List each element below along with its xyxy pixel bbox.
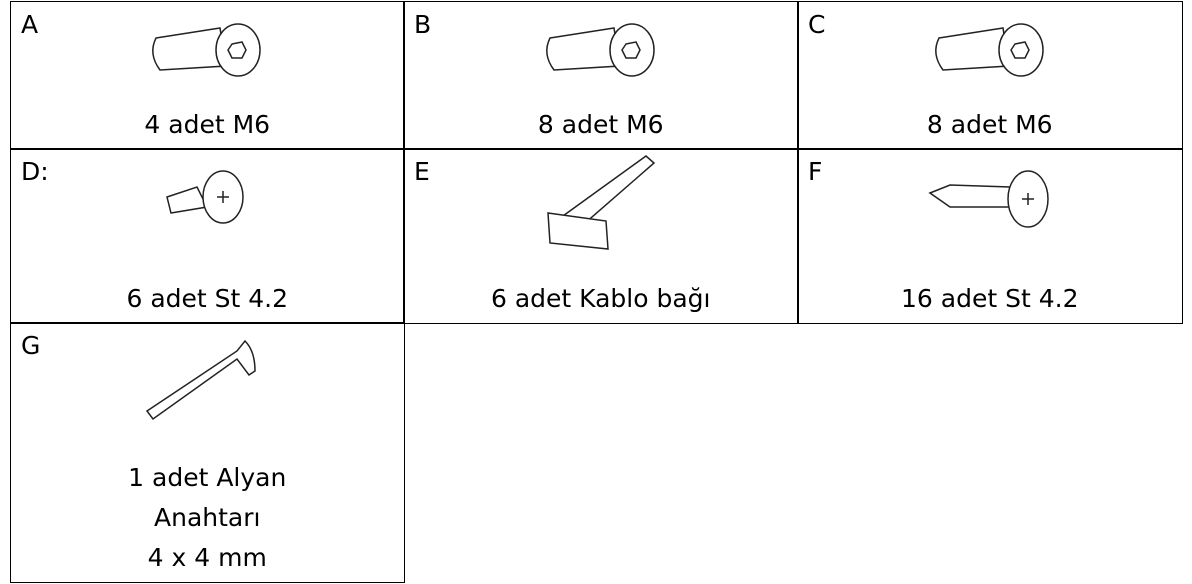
part-label: 16 adet St 4.2 (798, 279, 1182, 319)
part-letter: C (808, 10, 826, 39)
part-icon (157, 157, 257, 241)
part-icon (925, 10, 1055, 94)
part-cell: F 16 adet St 4.2 (797, 148, 1183, 324)
label-line: Anahtarı (154, 502, 261, 532)
part-cell: C 8 adet M6 (797, 1, 1183, 150)
label-line: 16 adet St 4.2 (901, 283, 1079, 313)
part-cell: D: 6 adet St 4.2 (10, 148, 405, 324)
label-line: 8 adet M6 (926, 109, 1053, 139)
label-line: 1 adet Alyan (128, 462, 287, 492)
part-icon (536, 10, 666, 94)
part-cell: E 6 adet Kablo bağı (403, 148, 799, 324)
part-label: 8 adet M6 (404, 105, 798, 145)
part-letter: E (414, 157, 430, 186)
part-label: 4 adet M6 (11, 105, 404, 145)
label-line: 6 adet Kablo bağı (490, 283, 711, 313)
part-icon (142, 10, 272, 94)
part-letter: F (808, 157, 823, 186)
part-icon (920, 157, 1060, 241)
part-letter: A (21, 10, 39, 39)
label-line: 8 adet M6 (537, 109, 664, 139)
part-cell: G 1 adet Alyan Anahtarı 4 x 4 mm (10, 322, 405, 583)
part-label: 8 adet M6 (798, 105, 1182, 145)
part-icon (536, 151, 666, 265)
part-cell: A 4 adet M6 (10, 1, 405, 150)
label-line: 6 adet St 4.2 (126, 283, 289, 313)
part-cell: B 8 adet M6 (403, 1, 799, 150)
part-label: 6 adet Kablo bağı (404, 279, 798, 319)
part-icon (137, 331, 277, 435)
part-letter: D: (21, 157, 49, 186)
label-line: 4 adet M6 (144, 109, 271, 139)
part-label: 6 adet St 4.2 (11, 279, 404, 319)
label-line: 4 x 4 mm (147, 542, 267, 572)
part-letter: B (414, 10, 432, 39)
part-label: 1 adet Alyan Anahtarı 4 x 4 mm (11, 458, 404, 578)
part-letter: G (21, 331, 41, 360)
